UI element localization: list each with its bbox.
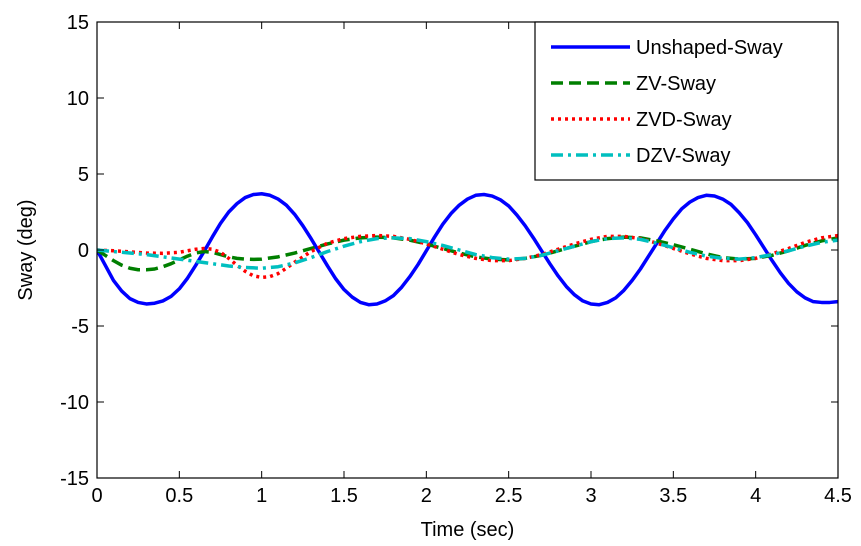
x-tick-label: 3.5 [659, 485, 687, 507]
y-tick-label: 15 [67, 12, 89, 34]
series-line-zvd-sway [97, 233, 838, 280]
x-tick-label: 4.5 [824, 485, 852, 507]
axes: 0 0.5 1 1.5 2 2.5 3 3.5 4 4.5 -15 -10 -5 0 5 10 15 [60, 12, 852, 507]
y-tick-label: 5 [78, 164, 89, 186]
legend-label: Unshaped-Sway [636, 37, 783, 59]
x-tick-label: 2 [421, 485, 432, 507]
y-tick-label: -5 [71, 316, 89, 338]
x-tick-label: 0 [91, 485, 102, 507]
y-tick-label: 10 [67, 88, 89, 110]
y-axis-label: Sway (deg) [15, 199, 37, 300]
x-tick-label: 2.5 [495, 485, 523, 507]
y-tick-label: 0 [78, 240, 89, 262]
x-tick-label: 1.5 [330, 485, 358, 507]
x-tick-label: 0.5 [165, 485, 193, 507]
series-line-dzv-sway [97, 236, 838, 270]
y-tick-label: -15 [60, 468, 89, 490]
legend-label: DZV-Sway [636, 145, 730, 167]
series-line-unshaped-sway [97, 192, 838, 307]
x-axis-label: Time (sec) [421, 519, 515, 541]
legend: Unshaped-Sway ZV-Sway ZVD-Sway DZV-Sway [534, 21, 839, 181]
x-tick-label: 3 [585, 485, 596, 507]
x-tick-label: 1 [256, 485, 267, 507]
legend-label: ZV-Sway [636, 73, 716, 95]
legend-label: ZVD-Sway [636, 109, 732, 131]
y-tick-label: -10 [60, 392, 89, 414]
x-tick-label: 4 [750, 485, 761, 507]
